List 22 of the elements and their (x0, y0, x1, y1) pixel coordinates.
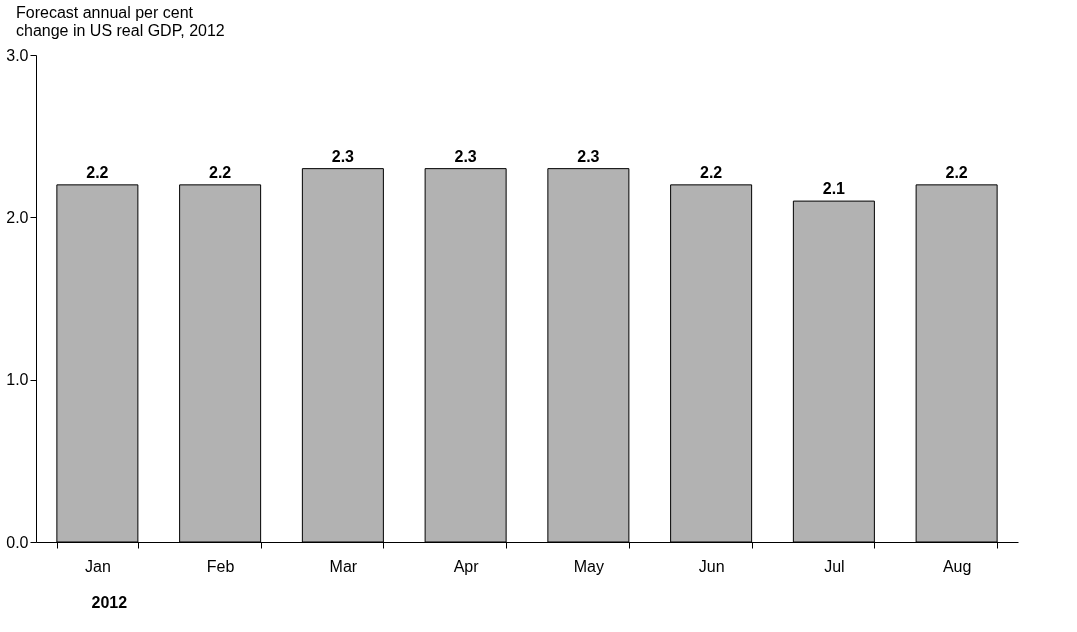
chart-title: Forecast annual per cent change in US real GDP, 2012 (16, 4, 225, 39)
data-label: 2.2 (209, 163, 232, 181)
data-label: 2.2 (86, 163, 109, 181)
data-label: 2.2 (945, 163, 968, 181)
x-axis-title: 2012 (91, 593, 128, 611)
x-tick-label: Jul (824, 557, 845, 575)
data-label: 2.2 (700, 163, 723, 181)
y-tick-label: 2.0 (6, 208, 29, 226)
x-tick-label: Mar (329, 557, 358, 575)
data-label: 2.1 (822, 180, 846, 198)
x-tick-label: Feb (206, 557, 235, 575)
x-tick-label: Apr (453, 557, 480, 575)
x-tick-label: Aug (942, 557, 972, 575)
y-tick-label: 0.0 (6, 533, 29, 551)
x-tick-label: Jan (84, 557, 111, 575)
y-tick-label: 3.0 (6, 46, 29, 64)
data-label: 2.3 (331, 147, 355, 165)
data-label: 2.3 (577, 147, 600, 165)
data-label: 2.3 (454, 147, 477, 165)
y-tick-label: 1.0 (6, 371, 29, 389)
x-tick-label: May (573, 557, 604, 575)
x-tick-label: Jun (698, 557, 725, 575)
